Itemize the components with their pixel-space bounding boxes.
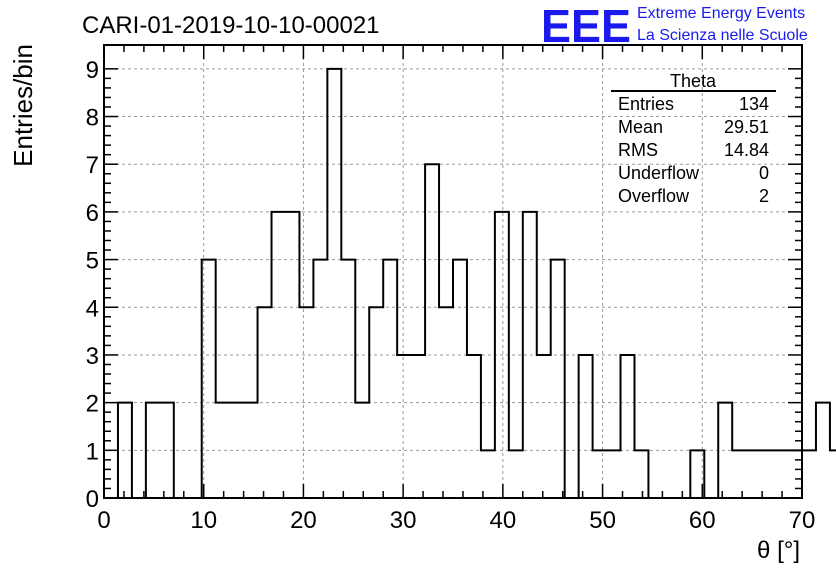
stats-rows: Entries 134 Mean 29.51 RMS 14.84 Underflow 0 Ove… xyxy=(618,94,769,206)
stats-value: 134 xyxy=(739,94,769,114)
x-tick-label: 30 xyxy=(390,507,417,534)
x-tick-label: 70 xyxy=(789,507,816,534)
histogram-outline xyxy=(104,67,836,499)
histogram-bin xyxy=(383,260,397,498)
histogram-bin xyxy=(425,164,439,498)
y-tick-label: 2 xyxy=(86,391,99,418)
eee-logo-mark: EEE xyxy=(541,0,631,52)
x-tick-label: 60 xyxy=(689,507,716,534)
stats-label: Overflow xyxy=(618,186,690,206)
histogram-bin xyxy=(481,450,495,498)
histogram-bin xyxy=(830,450,836,498)
logo-line-2: La Scienza nelle Scuole xyxy=(637,27,808,44)
stats-label: Entries xyxy=(618,94,674,114)
stats-value: 14.84 xyxy=(724,140,769,160)
y-axis-label: Entries/bin xyxy=(8,44,38,167)
x-tick-label: 10 xyxy=(190,507,217,534)
x-tick-label: 0 xyxy=(97,507,110,534)
histogram-bin xyxy=(816,403,830,498)
y-axis-ticks: 0 1 2 3 4 5 6 7 8 9 xyxy=(86,57,99,513)
histogram-bin xyxy=(202,260,216,498)
y-tick-label: 1 xyxy=(86,438,99,465)
histogram-bin xyxy=(299,307,313,498)
stats-label: Mean xyxy=(618,117,663,137)
histogram-bin xyxy=(411,355,425,498)
y-tick-label: 0 xyxy=(86,486,99,513)
histogram-bin xyxy=(509,450,523,498)
histogram-bin xyxy=(621,355,635,498)
x-tick-label: 40 xyxy=(490,507,517,534)
y-tick-label: 9 xyxy=(86,57,99,84)
x-axis-ticks: 0 10 20 30 40 50 60 70 xyxy=(97,507,815,534)
histogram-bin xyxy=(258,307,272,498)
histogram-bin xyxy=(551,260,565,498)
histogram-bin xyxy=(607,450,621,498)
histogram-bin xyxy=(579,355,593,498)
minor-ticks xyxy=(103,45,836,499)
x-axis-label: θ [°] xyxy=(757,537,800,564)
chart-title: CARI-01-2019-10-10-00021 xyxy=(82,12,380,39)
histogram-bin xyxy=(313,260,327,498)
y-tick-label: 4 xyxy=(86,295,99,322)
y-tick-label: 8 xyxy=(86,105,99,132)
histogram-bin xyxy=(467,355,481,498)
stats-label: Underflow xyxy=(618,163,700,183)
stats-box: Theta Entries 134 Mean 29.51 RMS 14.84 Underfl… xyxy=(611,71,776,206)
logo-line-1: Extreme Energy Events xyxy=(637,5,805,22)
histogram-bin xyxy=(537,355,551,498)
y-tick-label: 3 xyxy=(86,343,99,370)
plot-frame xyxy=(103,44,803,499)
histogram-bin xyxy=(788,450,802,498)
histogram-bin xyxy=(327,69,341,498)
histogram-bin xyxy=(760,450,774,498)
histogram-bin xyxy=(634,450,648,498)
stats-value: 0 xyxy=(759,163,769,183)
stats-name: Theta xyxy=(670,71,717,91)
histogram-bin xyxy=(774,450,788,498)
stats-value: 2 xyxy=(759,186,769,206)
histogram-bin xyxy=(216,403,230,498)
stats-value: 29.51 xyxy=(724,117,769,137)
histogram-bin xyxy=(746,450,760,498)
histogram-bin xyxy=(397,355,411,498)
stats-label: RMS xyxy=(618,140,658,160)
histogram-bin xyxy=(453,260,467,498)
x-tick-label: 20 xyxy=(290,507,317,534)
histogram-bin xyxy=(732,450,746,498)
y-tick-label: 6 xyxy=(86,200,99,227)
y-tick-label: 5 xyxy=(86,248,99,275)
histogram-bin xyxy=(341,260,355,498)
y-tick-label: 7 xyxy=(86,152,99,179)
x-tick-label: 50 xyxy=(589,507,616,534)
histogram-bin xyxy=(593,450,607,498)
histogram-bin xyxy=(802,450,816,498)
